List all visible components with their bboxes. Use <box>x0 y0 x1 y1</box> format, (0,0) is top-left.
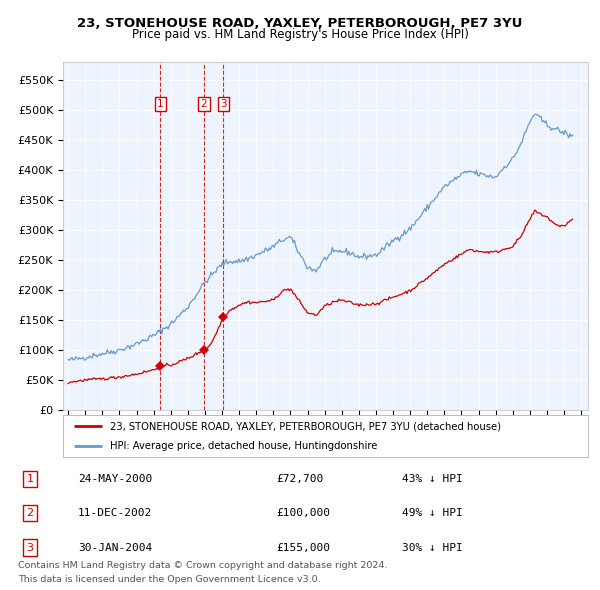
Text: 11-DEC-2002: 11-DEC-2002 <box>78 509 152 518</box>
Text: Contains HM Land Registry data © Crown copyright and database right 2024.: Contains HM Land Registry data © Crown c… <box>18 561 388 570</box>
Text: 2: 2 <box>26 509 34 518</box>
Text: 23, STONEHOUSE ROAD, YAXLEY, PETERBOROUGH, PE7 3YU (detached house): 23, STONEHOUSE ROAD, YAXLEY, PETERBOROUG… <box>110 421 501 431</box>
Text: 43% ↓ HPI: 43% ↓ HPI <box>402 474 463 484</box>
Text: 24-MAY-2000: 24-MAY-2000 <box>78 474 152 484</box>
Text: 1: 1 <box>157 99 164 109</box>
Text: £100,000: £100,000 <box>276 509 330 518</box>
Text: This data is licensed under the Open Government Licence v3.0.: This data is licensed under the Open Gov… <box>18 575 320 584</box>
Text: Price paid vs. HM Land Registry's House Price Index (HPI): Price paid vs. HM Land Registry's House … <box>131 28 469 41</box>
Text: 23, STONEHOUSE ROAD, YAXLEY, PETERBOROUGH, PE7 3YU: 23, STONEHOUSE ROAD, YAXLEY, PETERBOROUG… <box>77 17 523 30</box>
Text: 3: 3 <box>26 543 34 552</box>
Text: 30% ↓ HPI: 30% ↓ HPI <box>402 543 463 552</box>
Text: £155,000: £155,000 <box>276 543 330 552</box>
Text: 3: 3 <box>220 99 227 109</box>
Text: 30-JAN-2004: 30-JAN-2004 <box>78 543 152 552</box>
Text: 2: 2 <box>200 99 207 109</box>
Text: 49% ↓ HPI: 49% ↓ HPI <box>402 509 463 518</box>
Text: £72,700: £72,700 <box>276 474 323 484</box>
Text: 1: 1 <box>26 474 34 484</box>
Text: HPI: Average price, detached house, Huntingdonshire: HPI: Average price, detached house, Hunt… <box>110 441 377 451</box>
